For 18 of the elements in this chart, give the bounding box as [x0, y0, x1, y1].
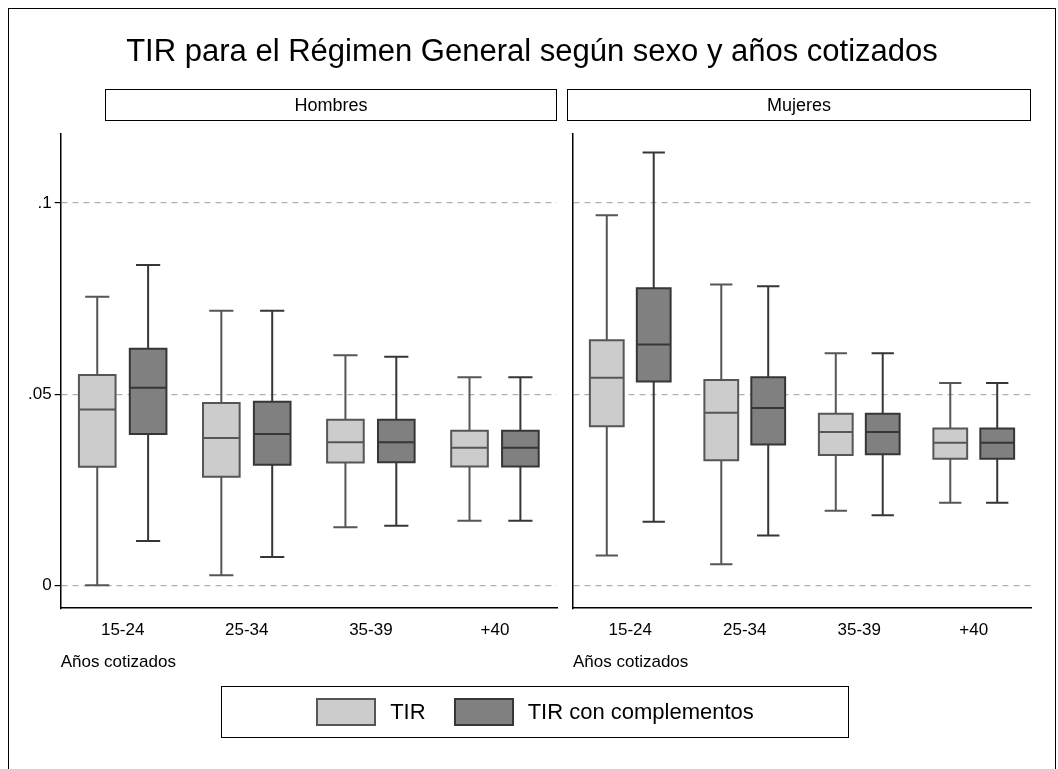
y-tick-label: 0 — [42, 574, 52, 594]
x-tick-label: 15-24 — [608, 620, 652, 640]
x-tick-label: +40 — [480, 620, 510, 640]
chart-subtitle: Hombres — [105, 89, 557, 121]
x-tick-label: 35-39 — [837, 620, 881, 640]
x-axis-title: Años cotizados — [60, 652, 176, 672]
chart-subtitle: Mujeres — [567, 89, 1031, 121]
chart-title: TIR para el Régimen General según sexo y años cotizados — [125, 33, 939, 69]
y-tick-label: .05 — [27, 383, 52, 403]
x-tick-label: 15-24 — [100, 620, 145, 640]
legend-label: TIR con complementos — [527, 699, 754, 725]
x-tick-label: 25-34 — [225, 620, 269, 640]
legend-label: TIR — [390, 699, 426, 725]
x-tick-label: 35-39 — [349, 620, 393, 640]
y-tick-label: .1 — [37, 192, 52, 212]
x-tick-label: 25-34 — [723, 620, 767, 640]
x-tick-label: +40 — [959, 620, 989, 640]
x-axis-title: Años cotizados — [573, 652, 689, 672]
